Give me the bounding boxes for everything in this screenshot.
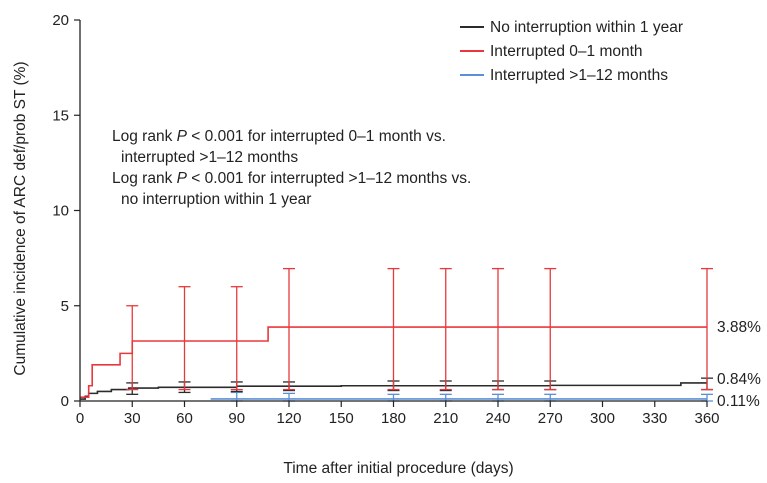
error-bar	[439, 393, 452, 402]
y-tick-label: 10	[52, 203, 69, 220]
annotation-line: interrupted >1–12 months	[121, 149, 298, 166]
annotation-line: Log rank P < 0.001 for interrupted 0–1 m…	[112, 128, 446, 145]
x-tick-label: 300	[590, 410, 615, 427]
x-tick-label: 150	[329, 410, 354, 427]
series-line	[80, 326, 707, 398]
x-tick-label: 270	[538, 410, 563, 427]
error-bar	[701, 267, 713, 391]
end-labels: 3.88% 0.84% 0.11%	[717, 319, 761, 410]
error-bar	[439, 267, 452, 391]
error-bar	[544, 267, 557, 391]
end-value-label: 0.11%	[717, 393, 760, 410]
y-axis-title: Cumulative incidence of ARC def/prob ST …	[12, 61, 29, 375]
y-tick-label: 15	[52, 107, 69, 124]
legend: No interruption within 1 year Interrupted…	[460, 19, 683, 84]
y-tick-label: 5	[61, 298, 69, 315]
x-tick-label: 120	[276, 410, 301, 427]
annotation: Log rank P < 0.001 for interrupted >1–12…	[112, 170, 471, 208]
y-ticks: 0 5 10 15 20	[52, 12, 80, 410]
legend-item: No interruption within 1 year	[460, 19, 683, 36]
x-tick-label: 0	[76, 410, 84, 427]
y-tick-label: 20	[52, 12, 69, 29]
annotation-line: Log rank P < 0.001 for interrupted >1–12…	[112, 170, 471, 187]
x-tick-label: 360	[694, 410, 719, 427]
error-bar	[283, 267, 295, 391]
legend-label: Interrupted 0–1 month	[490, 43, 643, 60]
error-bar	[230, 286, 243, 391]
error-bar	[126, 305, 139, 391]
x-ticks: 0 30 60 90 120 150 180 210 240 270 300 330 360	[76, 401, 720, 427]
error-bar	[701, 393, 713, 402]
error-bar	[230, 391, 243, 402]
x-tick-label: 180	[381, 410, 406, 427]
legend-label: No interruption within 1 year	[490, 19, 683, 36]
x-tick-label: 30	[124, 410, 141, 427]
axes: 0 5 10 15 20 0 30 60 90 120 150 180 210 240 270 300 330…	[52, 12, 719, 427]
annotation: Log rank P < 0.001 for interrupted 0–1 m…	[112, 128, 446, 166]
x-axis-title: Time after initial procedure (days)	[283, 460, 513, 477]
error-bar	[387, 267, 400, 391]
legend-item: Interrupted >1–12 months	[460, 67, 668, 84]
x-tick-label: 330	[642, 410, 667, 427]
x-tick-label: 210	[433, 410, 458, 427]
x-tick-label: 90	[228, 410, 245, 427]
legend-item: Interrupted 0–1 month	[460, 43, 643, 60]
error-bar	[492, 267, 504, 391]
x-tick-label: 60	[176, 410, 193, 427]
x-tick-label: 240	[485, 410, 510, 427]
legend-label: Interrupted >1–12 months	[490, 67, 668, 84]
error-bar	[283, 392, 295, 402]
plot-series	[80, 267, 713, 402]
series-2	[210, 391, 713, 402]
error-bar	[178, 286, 191, 391]
series-0	[80, 377, 713, 400]
end-value-label: 3.88%	[717, 319, 761, 336]
annotations: Log rank P < 0.001 for interrupted 0–1 m…	[112, 128, 471, 208]
error-bar	[492, 393, 504, 402]
annotation-line: no interruption within 1 year	[121, 191, 311, 208]
y-tick-label: 0	[61, 393, 69, 410]
error-bar	[387, 393, 400, 402]
error-bar	[544, 393, 557, 402]
series-1	[80, 267, 713, 398]
end-value-label: 0.84%	[717, 371, 761, 388]
